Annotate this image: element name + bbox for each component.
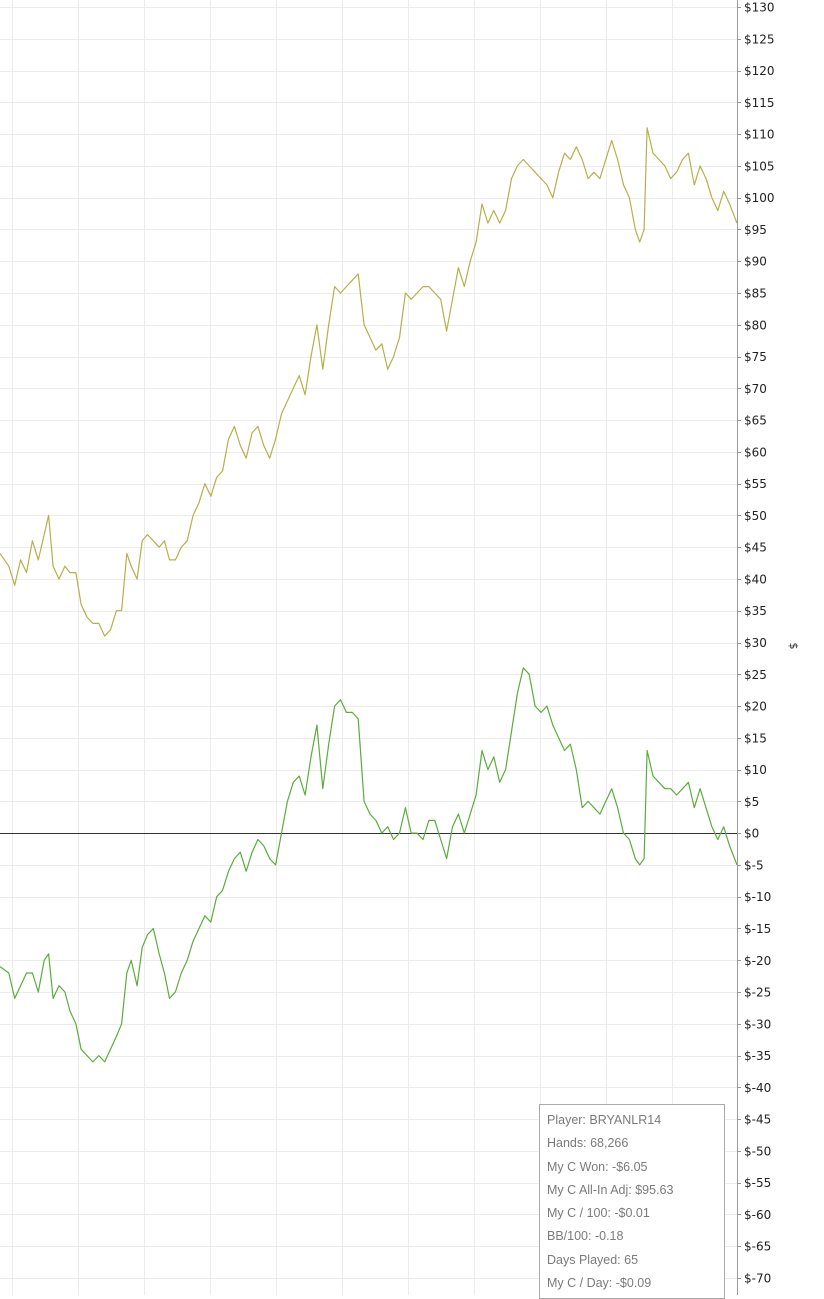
y-tick-label: $105 [744, 159, 775, 173]
y-tick-label: $85 [744, 286, 767, 300]
y-tick-label: $-30 [744, 1017, 771, 1031]
y-tick-label: $-60 [744, 1208, 771, 1222]
y-tick-label: $130 [744, 1, 775, 15]
y-tick-label: $65 [744, 414, 767, 428]
y-tick-label: $-10 [744, 890, 771, 904]
y-tick-label: $100 [744, 191, 775, 205]
stat-per-100: My C / 100: -$0.01 [547, 1206, 650, 1221]
stat-per-day: My C / Day: -$0.09 [547, 1276, 652, 1291]
y-tick-label: $90 [744, 255, 767, 269]
stat-allin-adj: My C All-In Adj: $95.63 [547, 1182, 674, 1197]
y-tick-label: $35 [744, 604, 767, 618]
y-tick-label: $125 [744, 32, 775, 46]
stat-days-played: Days Played: 65 [547, 1252, 639, 1267]
series-group [0, 127, 738, 1063]
y-tick-label: $-55 [744, 1176, 771, 1190]
series-line-1 [0, 127, 738, 637]
y-axis-label: $ [787, 643, 800, 650]
series-line-2 [0, 667, 738, 1063]
y-tick-label: $0 [744, 827, 759, 841]
y-tick-label: $-15 [744, 922, 771, 936]
y-tick-label: $-45 [744, 1113, 771, 1127]
y-tick-label: $70 [744, 382, 767, 396]
y-tick-label: $45 [744, 541, 767, 555]
y-tick-label: $120 [744, 64, 775, 78]
y-tick-label: $40 [744, 572, 767, 586]
y-tick-label: $-20 [744, 954, 771, 968]
y-tick-label: $-70 [744, 1272, 771, 1286]
y-tick-label: $60 [744, 445, 767, 459]
y-tick-label: $115 [744, 96, 775, 110]
y-tick-label: $110 [744, 128, 775, 142]
y-tick-label: $30 [744, 636, 767, 650]
y-tick-label: $20 [744, 700, 767, 714]
y-tick-label: $5 [744, 795, 759, 809]
y-tick-label: $-50 [744, 1144, 771, 1158]
y-tick-label: $50 [744, 509, 767, 523]
y-tick-label: $-35 [744, 1049, 771, 1063]
y-tick-label: $75 [744, 350, 767, 364]
y-tick-label: $80 [744, 318, 767, 332]
y-tick-label: $-65 [744, 1240, 771, 1254]
stat-hands: Hands: 68,266 [547, 1136, 629, 1151]
y-tick-label: $55 [744, 477, 767, 491]
y-tick-label: $-40 [744, 1081, 771, 1095]
stats-box: Player: BRYANLR14 Hands: 68,266 My C Won… [539, 1104, 725, 1299]
grid [0, 0, 737, 1295]
y-tick-label: $-25 [744, 986, 771, 1000]
y-tick-label: $-5 [744, 858, 764, 872]
y-tick-label: $10 [744, 763, 767, 777]
y-tick-label: $15 [744, 731, 767, 745]
stat-player: Player: BRYANLR14 [547, 1113, 662, 1127]
stat-bb-per-100: BB/100: -0.18 [547, 1229, 624, 1244]
y-tick-label: $95 [744, 223, 767, 237]
y-axis: $130 $125 $120 $115 $110 $105 $100 $95 $90 $85 $80… [737, 0, 775, 1295]
stat-won: My C Won: -$6.05 [547, 1159, 648, 1174]
y-tick-label: $25 [744, 668, 767, 682]
